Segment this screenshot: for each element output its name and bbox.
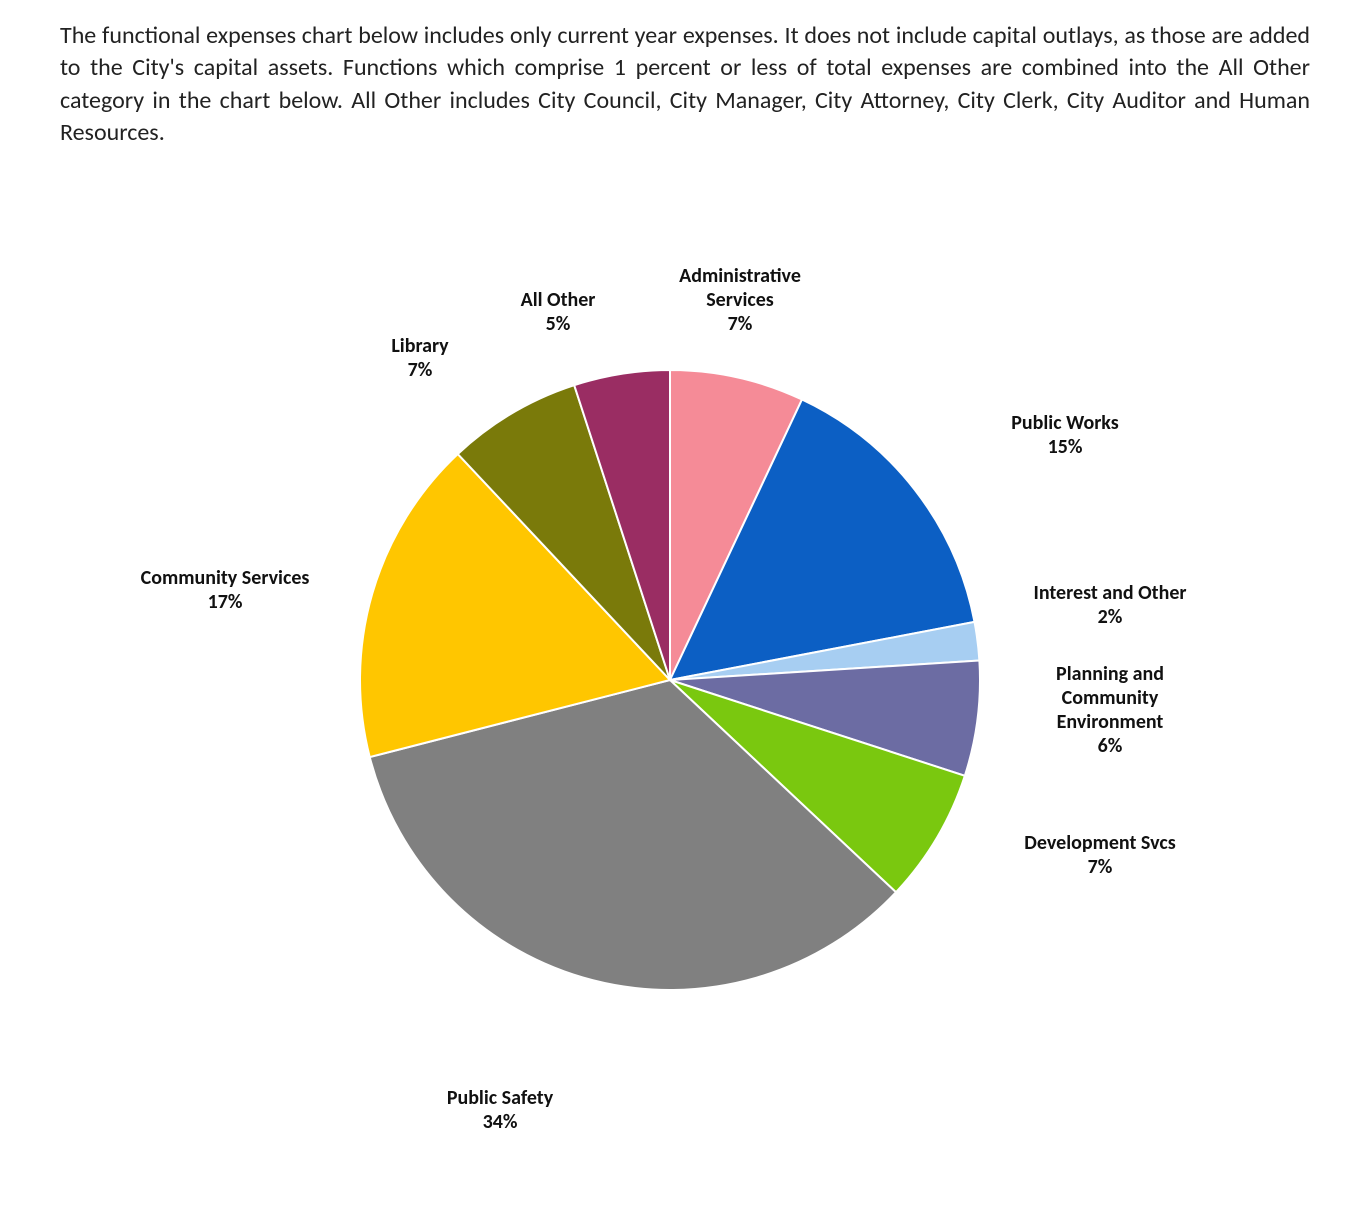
expenses-pie-chart: AdministrativeServices7% Public Works15% I… xyxy=(60,190,1310,1170)
pie-label-development-svcs: Development Svcs7% xyxy=(1024,831,1175,879)
pie-label-public-works: Public Works15% xyxy=(1011,411,1118,459)
pie-label-all-other: All Other5% xyxy=(521,288,596,336)
pie-label-public-safety: Public Safety34% xyxy=(447,1086,553,1134)
intro-paragraph: The functional expenses chart below incl… xyxy=(60,20,1310,150)
pie-label-library: Library7% xyxy=(391,334,448,382)
pie-label-administrative-services: AdministrativeServices7% xyxy=(679,264,801,336)
pie-label-community-services: Community Services17% xyxy=(141,566,310,614)
pie-label-interest-and-other: Interest and Other2% xyxy=(1033,581,1186,629)
pie-label-planning-and-community-environment: Planning andCommunityEnvironment6% xyxy=(1056,662,1164,758)
